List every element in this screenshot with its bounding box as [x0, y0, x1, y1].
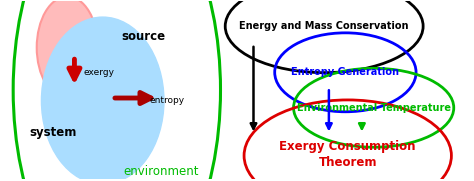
Text: exergy: exergy	[84, 68, 115, 77]
Ellipse shape	[41, 17, 164, 181]
Text: source: source	[121, 30, 166, 43]
Text: Exergy Consumption
Theorem: Exergy Consumption Theorem	[280, 140, 416, 169]
Ellipse shape	[36, 0, 98, 99]
Text: system: system	[29, 126, 77, 139]
Text: entropy: entropy	[150, 96, 185, 105]
Text: Environmental Temperature: Environmental Temperature	[297, 103, 451, 113]
Text: Energy and Mass Conservation: Energy and Mass Conservation	[239, 21, 409, 31]
Text: environment: environment	[124, 165, 200, 178]
Text: Entropy Generation: Entropy Generation	[292, 67, 400, 77]
